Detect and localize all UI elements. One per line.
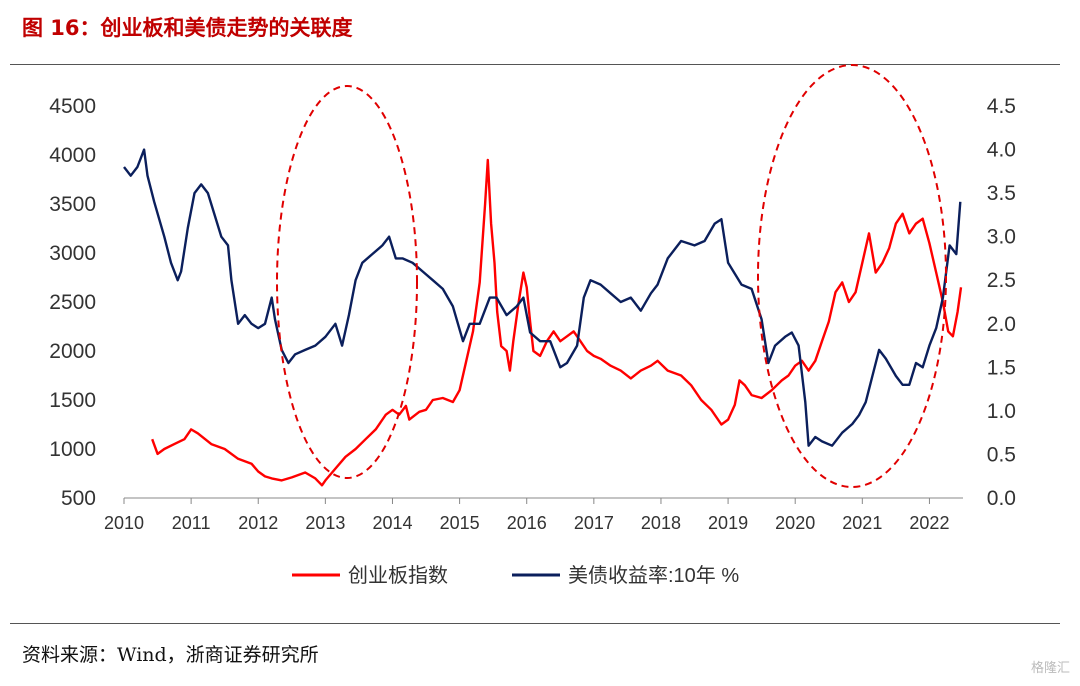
- watermark-logo: 格隆汇: [1030, 661, 1070, 676]
- x-tick-label: 2020: [775, 513, 815, 533]
- legend-label-ust10y: 美债收益率:10年 %: [568, 564, 739, 587]
- y-left-tick-label: 500: [61, 487, 96, 510]
- x-tick-label: 2016: [507, 513, 547, 533]
- y-left-tick-label: 3000: [49, 242, 96, 265]
- y-left-tick-label: 4000: [49, 144, 96, 167]
- x-tick-label: 2010: [104, 513, 144, 533]
- series-line-chinext: [151, 158, 963, 487]
- y-right-tick-label: 1.0: [987, 400, 1016, 423]
- axes: 2010 2011 2012 2013 2014 2015 2016 2017 2018 2019…: [49, 95, 1016, 533]
- legend: 创业板指数 美债收益率:10年 %: [292, 564, 739, 587]
- x-tick-label: 2021: [842, 513, 882, 533]
- y-left-tick-label: 2000: [49, 340, 96, 363]
- x-tick-label: 2022: [909, 513, 949, 533]
- x-tick-label: 2017: [574, 513, 614, 533]
- source-note: 资料来源：Wind，浙商证券研究所: [22, 644, 319, 666]
- chart: 2010 2011 2012 2013 2014 2015 2016 2017 2018 2019…: [49, 64, 1016, 587]
- highlight-ellipse-2021: [757, 64, 947, 488]
- y-right-tick-label: 1.5: [987, 356, 1016, 379]
- x-tick-label: 2019: [708, 513, 748, 533]
- y-left-tick-label: 4500: [49, 95, 96, 118]
- series-layer: [123, 148, 963, 487]
- y-right-tick-label: 3.0: [987, 226, 1016, 249]
- y-right-tick-label: 2.0: [987, 313, 1016, 336]
- chart-title: 图 16：创业板和美债走势的关联度: [22, 16, 353, 40]
- x-tick-label: 2015: [440, 513, 480, 533]
- y-right-tick-label: 3.5: [987, 182, 1016, 205]
- legend-label-chinext: 创业板指数: [348, 564, 448, 587]
- series-line-ust10y: [123, 148, 962, 447]
- y-right-tick-label: 2.5: [987, 269, 1016, 292]
- bottom-divider: [10, 623, 1060, 624]
- top-divider: [10, 64, 1060, 65]
- x-tick-label: 2011: [172, 513, 211, 533]
- annotation-layer: [276, 64, 947, 488]
- x-tick-label: 2018: [641, 513, 681, 533]
- y-left-tick-label: 1000: [49, 438, 96, 461]
- x-tick-label: 2013: [305, 513, 345, 533]
- y-right-tick-label: 0.0: [987, 487, 1016, 510]
- x-tick-label: 2012: [238, 513, 278, 533]
- y-left-tick-label: 2500: [49, 291, 96, 314]
- y-left-tick-label: 1500: [49, 389, 96, 412]
- y-right-tick-label: 4.0: [987, 139, 1016, 162]
- x-tick-label: 2014: [372, 513, 412, 533]
- y-right-tick-label: 4.5: [987, 95, 1016, 118]
- highlight-ellipse-2013: [276, 85, 418, 479]
- y-left-tick-label: 3500: [49, 193, 96, 216]
- y-right-tick-label: 0.5: [987, 443, 1016, 466]
